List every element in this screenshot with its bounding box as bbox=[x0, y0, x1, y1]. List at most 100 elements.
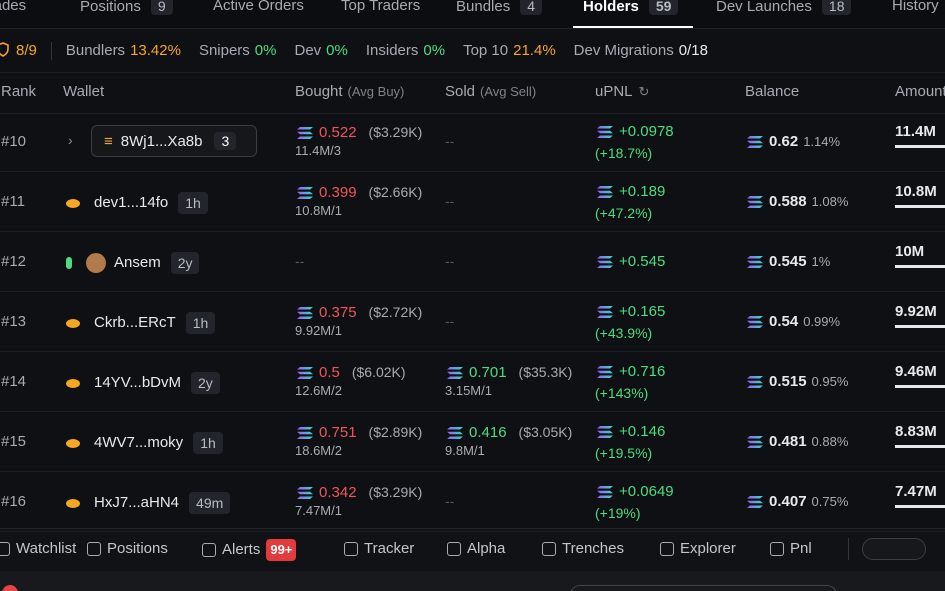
upnl: +0.0978 bbox=[597, 122, 674, 142]
tab-count: 18 bbox=[821, 0, 852, 15]
header-sub: (Avg Buy) bbox=[347, 84, 405, 99]
sol-icon bbox=[447, 367, 463, 380]
stat-value: 13.42% bbox=[130, 42, 181, 59]
wallet[interactable]: dev1...14fo 1h bbox=[63, 192, 208, 214]
balance: 0.481 0.88% bbox=[747, 432, 848, 452]
app-pill[interactable] bbox=[862, 538, 926, 560]
wallet[interactable]: 14YV...bDvM 2y bbox=[63, 372, 220, 394]
trade-amount: 0.5 ($6.02K) bbox=[297, 362, 406, 383]
row-divider bbox=[0, 291, 945, 292]
trade-sol: 0.399 bbox=[319, 184, 357, 201]
holders-ratio: 8/9 bbox=[0, 41, 37, 61]
trade-usd: ($3.05K) bbox=[518, 424, 573, 440]
bottom-nav-item[interactable]: Alerts 99+ bbox=[202, 539, 297, 561]
sol-icon bbox=[597, 426, 613, 439]
bottom-nav-item[interactable]: Trenches bbox=[542, 539, 624, 559]
trade-amount: 0.751 ($2.89K) bbox=[297, 422, 422, 443]
bottom-nav-item[interactable]: Pnl bbox=[770, 539, 812, 559]
wallet-age: 1h bbox=[178, 192, 208, 214]
sol-icon bbox=[297, 367, 313, 380]
trade-amount: 0.416 ($3.05K) bbox=[447, 422, 572, 443]
trade-tokens: 11.4M/3 bbox=[295, 143, 342, 158]
amount-bar bbox=[895, 325, 945, 328]
amount: 10M bbox=[895, 243, 925, 260]
nav-icon bbox=[0, 542, 10, 556]
trade-sol: 0.375 bbox=[319, 304, 357, 321]
row-divider bbox=[0, 531, 945, 532]
balance-percent: 0.88% bbox=[811, 434, 849, 449]
refresh-icon: ↻ bbox=[638, 84, 650, 99]
tab[interactable]: Trades bbox=[0, 0, 26, 16]
wallet-name: HxJ7...aHN4 bbox=[94, 494, 180, 511]
balance-value: 0.407 bbox=[769, 493, 807, 510]
stat-label: Dev bbox=[294, 42, 322, 59]
balance-percent: 0.95% bbox=[811, 374, 849, 389]
mic-icon bbox=[66, 257, 72, 269]
rank: #10 bbox=[1, 133, 27, 150]
tab-underline bbox=[573, 26, 693, 28]
sol-icon bbox=[747, 196, 763, 209]
fish-icon bbox=[66, 378, 80, 388]
trade-empty: -- bbox=[445, 133, 455, 149]
bundle-count: 3 bbox=[214, 132, 237, 150]
wallet[interactable]: 4WV7...moky 1h bbox=[63, 432, 223, 454]
trade-usd: ($6.02K) bbox=[351, 364, 406, 380]
sol-icon bbox=[597, 366, 613, 379]
trade-sol: 0.5 bbox=[319, 364, 340, 381]
amount: 11.4M bbox=[895, 123, 936, 140]
upnl-percent: (+18.7%) bbox=[595, 145, 653, 161]
wallet-name: 14YV...bDvM bbox=[94, 374, 181, 391]
balance-percent: 1.08% bbox=[811, 194, 849, 209]
balance: 0.588 1.08% bbox=[747, 192, 848, 212]
bottom-nav-item[interactable]: Alpha bbox=[447, 539, 505, 559]
trade-usd: ($2.72K) bbox=[368, 304, 423, 320]
tab[interactable]: Holders 59 bbox=[583, 0, 679, 17]
wallet[interactable]: Ansem 2y bbox=[63, 252, 200, 274]
stats-bar: 8/9 Bundlers 13.42% Snipers 0% Dev 0% Insiders 0… bbox=[0, 41, 708, 61]
wallet-age: 2y bbox=[191, 372, 220, 394]
trade-tokens: 18.6M/2 bbox=[295, 443, 342, 458]
nav-icon bbox=[770, 542, 784, 556]
sol-icon bbox=[297, 487, 313, 500]
tab[interactable]: Bundles 4 bbox=[456, 0, 543, 17]
rank: #11 bbox=[1, 193, 25, 210]
stat-label: Dev Migrations bbox=[573, 42, 674, 59]
divider bbox=[848, 538, 849, 560]
bottom-nav-item[interactable]: Positions bbox=[87, 539, 168, 559]
wallet-age: 1h bbox=[185, 312, 216, 334]
divider bbox=[50, 42, 52, 60]
bundle-box[interactable]: ≡ 8Wj1...Xa8b 3 bbox=[91, 125, 257, 157]
balance-value: 0.62 bbox=[769, 133, 799, 150]
tab[interactable]: Positions 9 bbox=[80, 0, 173, 17]
trade-amount: 0.375 ($2.72K) bbox=[297, 302, 422, 323]
wallet[interactable]: Ckrb...ERcT 1h bbox=[63, 312, 216, 334]
upnl-value: +0.545 bbox=[619, 253, 666, 270]
trade-amount: 0.342 ($3.29K) bbox=[297, 482, 422, 503]
nav-badge: 99+ bbox=[266, 539, 297, 561]
column-header: Wallet bbox=[63, 83, 104, 100]
fish-icon bbox=[66, 198, 80, 208]
wallet[interactable]: HxJ7...aHN4 49m bbox=[63, 492, 231, 514]
trade-tokens: 9.8M/1 bbox=[445, 443, 485, 458]
table-header bbox=[0, 72, 945, 114]
tab[interactable]: Top Traders bbox=[341, 0, 420, 16]
trade-usd: ($3.29K) bbox=[368, 124, 423, 140]
trade-amount: 0.701 ($35.3K) bbox=[447, 362, 572, 383]
header-sub: (Avg Sell) bbox=[480, 84, 537, 99]
amount: 9.92M bbox=[895, 303, 937, 320]
tab[interactable]: Dev Launches 18 bbox=[716, 0, 852, 17]
tab[interactable]: Active Orders bbox=[213, 0, 304, 16]
bottom-nav-item[interactable]: Explorer bbox=[660, 539, 736, 559]
nav-label: Tracker bbox=[364, 540, 415, 557]
amount-bar bbox=[895, 505, 945, 508]
row-divider bbox=[0, 411, 945, 412]
upnl: +0.0649 bbox=[597, 482, 674, 502]
tab[interactable]: History bbox=[892, 0, 939, 16]
column-header: Amount bbox=[895, 83, 945, 100]
nav-label: Alpha bbox=[467, 540, 506, 557]
bottom-nav-item[interactable]: Tracker bbox=[344, 539, 414, 559]
sol-icon bbox=[447, 427, 463, 440]
sol-icon bbox=[297, 307, 313, 320]
bottom-nav-item[interactable]: Watchlist bbox=[0, 539, 76, 559]
